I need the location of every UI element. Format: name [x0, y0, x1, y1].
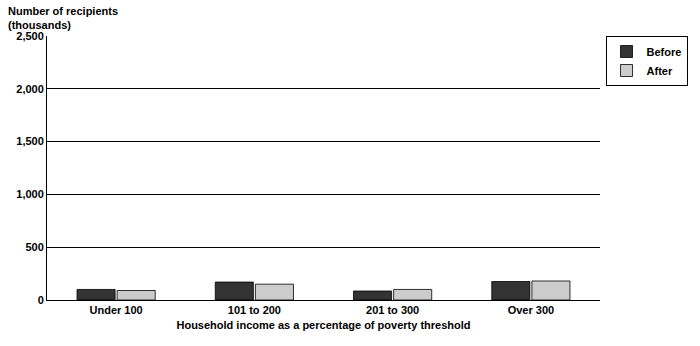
svg-text:500: 500 — [25, 241, 43, 253]
svg-text:After: After — [647, 65, 673, 77]
svg-text:201 to 300: 201 to 300 — [366, 304, 419, 316]
svg-text:2,000: 2,000 — [16, 83, 44, 95]
svg-text:1,500: 1,500 — [16, 135, 44, 147]
svg-text:Number of recipients(thousands: Number of recipients(thousands) — [8, 5, 118, 31]
svg-text:1,000: 1,000 — [16, 188, 44, 200]
svg-text:Under 100: Under 100 — [90, 304, 143, 316]
svg-text:101 to 200: 101 to 200 — [228, 304, 281, 316]
svg-text:0: 0 — [38, 294, 44, 306]
svg-text:2,500: 2,500 — [16, 30, 44, 42]
svg-text:Before: Before — [647, 46, 682, 58]
svg-text:Over 300: Over 300 — [508, 304, 554, 316]
svg-text:Household income as a percenta: Household income as a percentage of pove… — [176, 319, 470, 331]
